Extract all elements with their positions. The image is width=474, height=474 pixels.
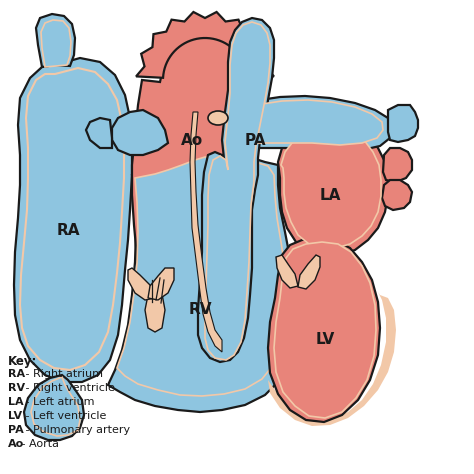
Text: LA: LA [8, 397, 24, 407]
Text: PA: PA [8, 425, 24, 435]
Polygon shape [136, 12, 274, 78]
Text: LV: LV [315, 332, 335, 347]
Polygon shape [276, 255, 298, 288]
Polygon shape [268, 238, 380, 422]
Polygon shape [383, 148, 412, 182]
Polygon shape [298, 255, 320, 289]
Polygon shape [41, 20, 71, 67]
Ellipse shape [208, 111, 228, 125]
Polygon shape [108, 152, 296, 412]
Polygon shape [117, 157, 287, 396]
Text: - Right ventricle: - Right ventricle [22, 383, 115, 393]
Polygon shape [245, 96, 392, 150]
Polygon shape [132, 30, 265, 378]
Text: - Left atrium: - Left atrium [22, 397, 94, 407]
Polygon shape [382, 180, 412, 210]
Polygon shape [86, 118, 112, 148]
Polygon shape [388, 105, 418, 142]
Polygon shape [112, 110, 168, 155]
Text: - Pulmonary artery: - Pulmonary artery [22, 425, 130, 435]
Polygon shape [24, 375, 84, 440]
Polygon shape [274, 242, 376, 418]
Polygon shape [31, 377, 80, 436]
Text: - Left ventricle: - Left ventricle [22, 411, 106, 421]
Text: Key:: Key: [8, 355, 37, 368]
Polygon shape [36, 14, 75, 67]
Polygon shape [268, 292, 396, 426]
Text: RV: RV [8, 383, 25, 393]
Polygon shape [278, 123, 388, 256]
Text: Ao: Ao [8, 439, 24, 449]
Polygon shape [148, 268, 174, 300]
Text: LA: LA [319, 188, 341, 202]
Polygon shape [198, 18, 274, 362]
Text: PA: PA [244, 133, 266, 147]
Polygon shape [145, 290, 165, 332]
Polygon shape [128, 268, 155, 300]
Polygon shape [190, 112, 222, 352]
Polygon shape [20, 68, 124, 370]
Text: Ao: Ao [181, 133, 203, 147]
Text: - Aorta: - Aorta [18, 439, 59, 449]
Polygon shape [281, 128, 381, 248]
Polygon shape [248, 100, 383, 145]
Polygon shape [14, 58, 132, 382]
Polygon shape [205, 22, 270, 360]
Text: - Right atrium: - Right atrium [22, 369, 103, 379]
Text: RV: RV [188, 302, 212, 318]
Text: RA: RA [8, 369, 25, 379]
Text: RA: RA [56, 222, 80, 237]
Text: LV: LV [8, 411, 22, 421]
